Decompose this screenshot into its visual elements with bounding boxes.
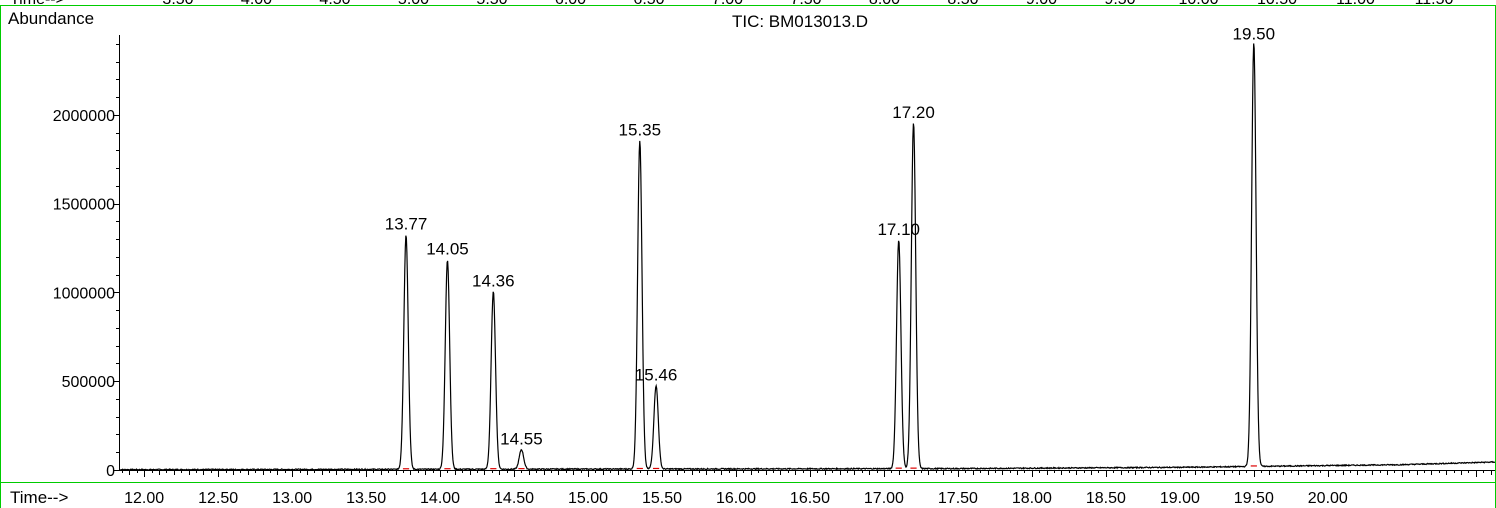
top-strip-tick-label: 6.00 xyxy=(555,0,586,8)
top-strip-tick-label: 5.00 xyxy=(398,0,429,8)
top-strip-tick-label: 4.00 xyxy=(241,0,272,8)
x-tick-label: 15.50 xyxy=(642,490,682,507)
y-tick-label: 2000000 xyxy=(53,108,115,125)
top-strip-ticks: 3.50 4.00 4.50 5.00 5.50 6.00 6.50 7.00 7.50 8.00… xyxy=(162,0,1453,8)
x-tick-label: 18.50 xyxy=(1086,490,1126,507)
peak-label: 14.36 xyxy=(472,271,515,290)
peak-label: 13.77 xyxy=(385,215,428,234)
top-strip-tick-label: 3.50 xyxy=(162,0,193,8)
top-strip-tick-label: 9.50 xyxy=(1104,0,1135,8)
top-strip-tick-label: 7.00 xyxy=(712,0,743,8)
top-strip-tick-label: 4.50 xyxy=(319,0,350,8)
top-strip-tick-label: 5.50 xyxy=(476,0,507,8)
peak-label: 15.35 xyxy=(619,121,662,140)
baseline-markers xyxy=(402,465,1257,470)
x-tick-label: 13.00 xyxy=(272,490,312,507)
x-tick-label: 16.50 xyxy=(790,490,830,507)
top-strip-label: Time--> xyxy=(10,0,65,8)
x-tick-label: 12.00 xyxy=(124,490,164,507)
top-strip-tick-label: 8.50 xyxy=(947,0,978,8)
y-tick-label: 1000000 xyxy=(53,285,115,302)
x-tick-label: 20.00 xyxy=(1308,490,1348,507)
top-strip-tick-label: 10.00 xyxy=(1178,0,1218,8)
y-tick-label: 0 xyxy=(106,463,115,480)
x-tick-label: 17.00 xyxy=(864,490,904,507)
y-tick-label: 1500000 xyxy=(53,197,115,214)
x-axis-title: Time--> xyxy=(10,488,68,507)
x-tick-label: 15.00 xyxy=(568,490,608,507)
x-tick-label: 16.00 xyxy=(716,490,756,507)
x-tick-label: 13.50 xyxy=(346,490,386,507)
y-axis-title: Abundance xyxy=(8,9,94,28)
y-tick-label: 500000 xyxy=(62,374,115,391)
peak-label: 14.05 xyxy=(426,239,469,258)
peak-label: 17.10 xyxy=(877,220,920,239)
peak-label: 19.50 xyxy=(1233,25,1276,44)
chart-title: TIC: BM013013.D xyxy=(732,12,868,31)
top-strip-tick-label: 9.00 xyxy=(1026,0,1057,8)
x-tick-label: 14.00 xyxy=(420,490,460,507)
top-strip-tick-label: 11.00 xyxy=(1336,0,1375,8)
y-axis: 0 500000 1000000 1500000 2000000 xyxy=(53,35,120,480)
x-tick-label: 19.00 xyxy=(1160,490,1200,507)
peak-label: 14.55 xyxy=(500,429,543,448)
peak-label: 15.46 xyxy=(635,366,678,385)
top-strip-tick-label: 6.50 xyxy=(633,0,664,8)
top-strip-tick-label: 8.00 xyxy=(869,0,900,8)
tic-trace xyxy=(118,43,1496,472)
top-strip-tick-label: 7.50 xyxy=(790,0,821,8)
x-tick-label: 18.00 xyxy=(1012,490,1052,507)
x-tick-label: 14.50 xyxy=(494,490,534,507)
top-strip-tick-label: 10.50 xyxy=(1257,0,1297,8)
x-tick-label: 17.50 xyxy=(938,490,978,507)
x-axis: 12.00 12.50 13.00 13.50 14.00 14.50 15.00 15.50… xyxy=(119,470,1495,507)
x-tick-label: 12.50 xyxy=(198,490,238,507)
peak-label: 17.20 xyxy=(892,103,935,122)
top-strip-tick-label: 11.50 xyxy=(1415,0,1454,8)
x-tick-label: 19.50 xyxy=(1234,490,1274,507)
top-strip: Time--> 3.50 4.00 4.50 5.00 5.50 6.00 6.50 7.00… xyxy=(10,0,1454,8)
